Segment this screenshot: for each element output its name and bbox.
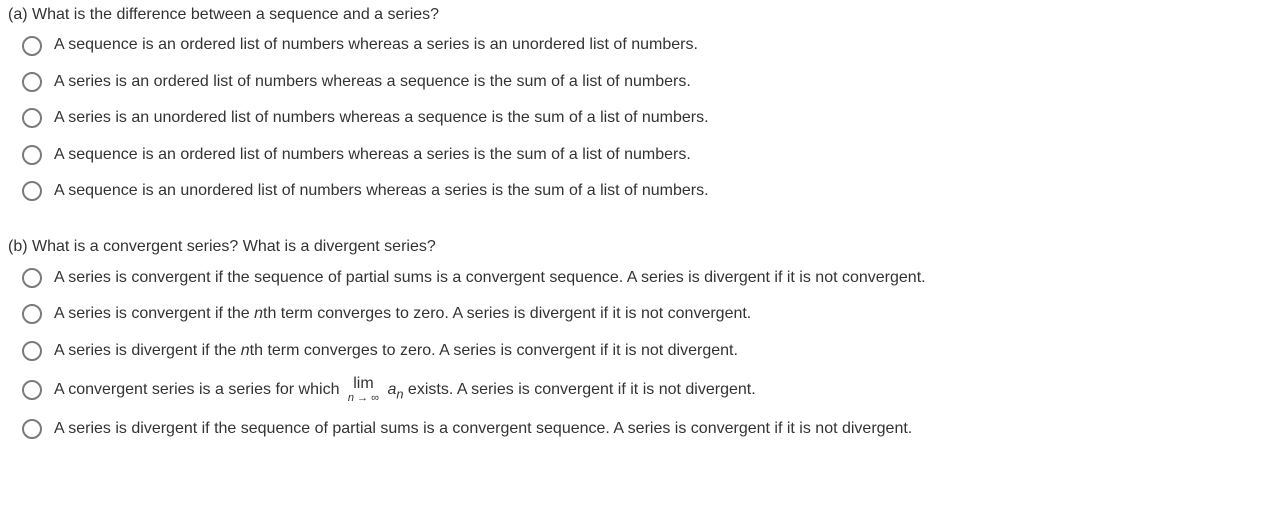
option-text: A series is divergent if the nth term co…: [54, 340, 1276, 362]
question-prompt: (a) What is the difference between a seq…: [8, 4, 1276, 26]
limit-sub-arrow: → ∞: [354, 392, 379, 404]
option-text: A series is an unordered list of numbers…: [54, 107, 1276, 129]
option-text: A series is divergent if the sequence of…: [54, 418, 1276, 440]
question-block: (a) What is the difference between a seq…: [8, 4, 1276, 202]
option-row[interactable]: A series is an ordered list of numbers w…: [22, 71, 1276, 93]
option-row[interactable]: A series is convergent if the sequence o…: [22, 267, 1276, 289]
option-text-segment: th term converges to zero. A series is c…: [250, 342, 738, 359]
radio-icon[interactable]: [22, 181, 42, 201]
option-row[interactable]: A series is convergent if the nth term c…: [22, 303, 1276, 325]
options-list: A series is convergent if the sequence o…: [8, 267, 1276, 441]
option-text-segment: A series is divergent if the: [54, 342, 241, 359]
radio-icon[interactable]: [22, 36, 42, 56]
options-list: A sequence is an ordered list of numbers…: [8, 34, 1276, 202]
radio-icon[interactable]: [22, 145, 42, 165]
option-text: A series is convergent if the nth term c…: [54, 303, 1276, 325]
option-text-segment: A convergent series is a series for whic…: [54, 381, 344, 398]
option-text-segment: exists. A series is convergent if it is …: [403, 381, 755, 398]
option-row[interactable]: A convergent series is a series for whic…: [22, 376, 1276, 404]
nth-variable: n: [241, 342, 250, 359]
option-row[interactable]: A sequence is an unordered list of numbe…: [22, 180, 1276, 202]
question-block: (b) What is a convergent series? What is…: [8, 236, 1276, 440]
radio-icon[interactable]: [22, 419, 42, 439]
limit-expression: limn → ∞: [348, 376, 379, 404]
option-text-segment: A series is convergent if the: [54, 305, 254, 322]
option-text: A series is convergent if the sequence o…: [54, 267, 1276, 289]
option-row[interactable]: A sequence is an ordered list of numbers…: [22, 34, 1276, 56]
option-text: A sequence is an ordered list of numbers…: [54, 34, 1276, 56]
option-row[interactable]: A sequence is an ordered list of numbers…: [22, 144, 1276, 166]
radio-icon[interactable]: [22, 72, 42, 92]
radio-icon[interactable]: [22, 380, 42, 400]
limit-operator: lim: [348, 376, 379, 392]
limit-subscript: n → ∞: [348, 393, 379, 404]
radio-icon[interactable]: [22, 341, 42, 361]
radio-icon[interactable]: [22, 304, 42, 324]
option-row[interactable]: A series is an unordered list of numbers…: [22, 107, 1276, 129]
option-row[interactable]: A series is divergent if the nth term co…: [22, 340, 1276, 362]
option-text: A series is an ordered list of numbers w…: [54, 71, 1276, 93]
option-text: A sequence is an unordered list of numbe…: [54, 180, 1276, 202]
option-text: A sequence is an ordered list of numbers…: [54, 144, 1276, 166]
radio-icon[interactable]: [22, 108, 42, 128]
option-row[interactable]: A series is divergent if the sequence of…: [22, 418, 1276, 440]
radio-icon[interactable]: [22, 268, 42, 288]
option-text-segment: th term converges to zero. A series is d…: [263, 305, 751, 322]
nth-variable: n: [254, 305, 263, 322]
question-prompt: (b) What is a convergent series? What is…: [8, 236, 1276, 258]
option-text: A convergent series is a series for whic…: [54, 376, 1276, 404]
